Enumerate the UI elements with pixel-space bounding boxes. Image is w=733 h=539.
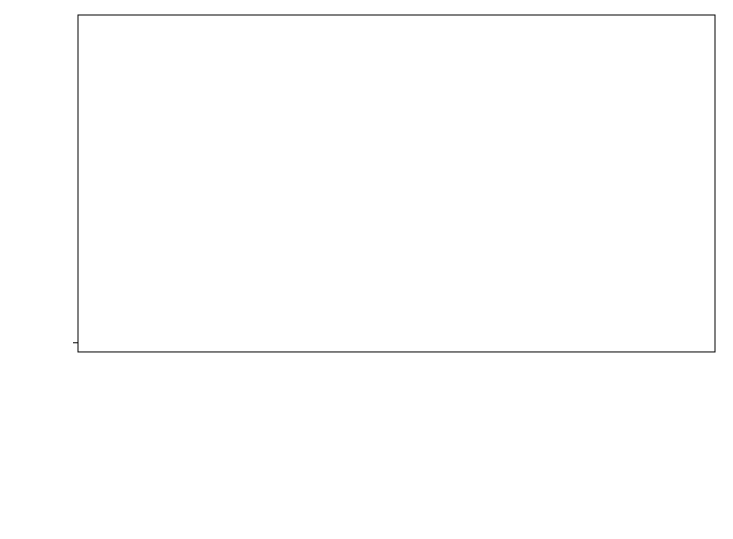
chart-svg (0, 0, 733, 539)
chart-figure (0, 0, 733, 539)
top-panel-frame (78, 15, 715, 352)
